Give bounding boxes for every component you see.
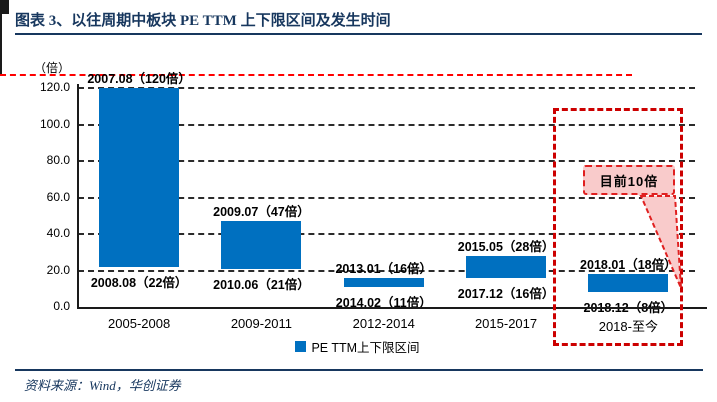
x-tick-mark bbox=[0, 14, 2, 20]
x-tick-mark bbox=[0, 44, 2, 50]
x-tick-mark bbox=[0, 62, 2, 68]
point-label-high-2005-2008: 2007.08（120倍） bbox=[87, 72, 191, 86]
x-category-label-2009-2011: 2009-2011 bbox=[230, 316, 293, 331]
source-note: 资料来源：Wind，华创证券 bbox=[24, 378, 181, 393]
y-tick-mark bbox=[0, 0, 9, 2]
legend-label: PE TTM上下限区间 bbox=[311, 341, 420, 355]
y-tick-label: 60.0 bbox=[46, 189, 70, 204]
x-tick-mark bbox=[0, 68, 2, 74]
bar-2005-2008 bbox=[99, 88, 180, 267]
legend: PE TTM上下限区间 bbox=[80, 337, 635, 356]
y-tick-mark bbox=[0, 2, 9, 4]
x-tick-mark bbox=[0, 32, 2, 38]
x-tick-mark bbox=[0, 26, 2, 32]
point-label-low-2005-2008: 2008.08（22倍） bbox=[90, 275, 188, 290]
x-tick-mark bbox=[0, 56, 2, 62]
y-tick-mark bbox=[0, 4, 9, 6]
title-underline bbox=[15, 33, 702, 35]
y-tick-label: 120.0 bbox=[39, 80, 70, 94]
x-tick-mark bbox=[0, 20, 2, 26]
point-label-high-2012-2014: 2013.01（16倍） bbox=[335, 261, 433, 276]
y-tick-mark bbox=[0, 10, 9, 12]
highlight-box-2018 bbox=[553, 108, 683, 346]
point-label-low-2015-2017: 2017.12（16倍） bbox=[457, 286, 555, 301]
x-tick-mark bbox=[0, 38, 2, 44]
gridline-80.0 bbox=[78, 160, 695, 162]
callout-tail-icon bbox=[639, 195, 682, 289]
figure-title: 图表 3、以往周期中板块 PE TTM 上下限区间及发生时间 bbox=[15, 13, 391, 29]
point-label-high-2018-至今: 2018.01（18倍） bbox=[580, 258, 677, 273]
y-axis-unit-label: （倍） bbox=[34, 61, 71, 75]
current-pe-line bbox=[0, 74, 632, 76]
point-label-low-2009-2011: 2010.06（21倍） bbox=[213, 277, 310, 292]
legend-swatch-icon bbox=[295, 341, 307, 352]
y-tick-mark bbox=[0, 8, 9, 10]
x-category-label-2015-2017: 2015-2017 bbox=[474, 316, 538, 331]
callout-current-pe: 目前10倍 bbox=[583, 165, 675, 195]
callout-label: 目前10倍 bbox=[599, 173, 659, 189]
x-category-label-2005-2008: 2005-2008 bbox=[108, 316, 171, 331]
gridline-20.0 bbox=[78, 269, 695, 272]
y-tick-mark bbox=[0, 6, 9, 8]
y-tick-label: 40.0 bbox=[46, 226, 70, 240]
bar-2015-2017 bbox=[466, 255, 547, 278]
y-tick-label: 100.0 bbox=[39, 116, 70, 131]
x-tick-mark bbox=[0, 50, 2, 56]
point-label-high-2009-2011: 2009.07（47倍） bbox=[213, 205, 310, 220]
point-label-low-2012-2014: 2014.02（11倍） bbox=[335, 295, 432, 310]
bar-2009-2011 bbox=[221, 221, 302, 269]
bar-2012-2014 bbox=[343, 277, 424, 287]
y-tick-label: 80.0 bbox=[46, 153, 70, 167]
gridline-40.0 bbox=[78, 233, 695, 235]
x-category-label-2018-至今: 2018-至今 bbox=[598, 319, 658, 334]
footer-rule bbox=[15, 369, 703, 371]
gridline-60.0 bbox=[78, 196, 695, 199]
y-tick-label: 0.0 bbox=[53, 299, 70, 313]
x-category-label-2012-2014: 2012-2014 bbox=[352, 316, 415, 331]
y-tick-mark bbox=[0, 12, 9, 14]
y-axis-line bbox=[77, 84, 79, 309]
bar-2018-至今 bbox=[588, 274, 669, 293]
point-label-high-2015-2017: 2015.05（28倍） bbox=[457, 239, 555, 254]
y-tick-label: 20.0 bbox=[46, 262, 70, 277]
x-axis-line bbox=[78, 307, 707, 309]
gridline-120.0 bbox=[78, 87, 695, 89]
gridline-100.0 bbox=[78, 123, 695, 126]
